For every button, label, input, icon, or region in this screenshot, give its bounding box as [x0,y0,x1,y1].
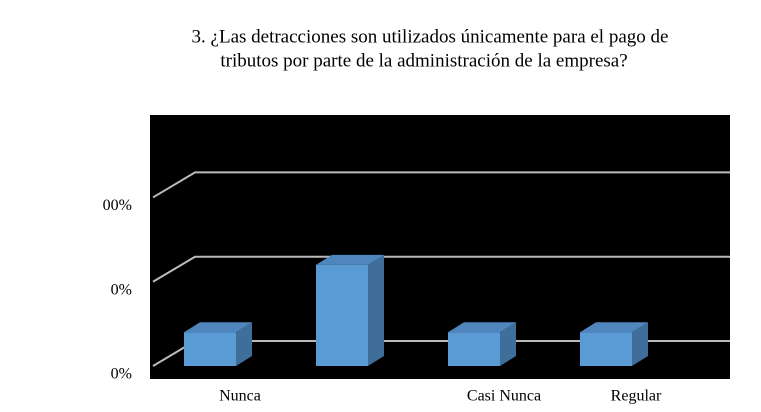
y-tick-label: 0% [111,281,132,298]
bar-side [236,322,252,366]
y-tick-label: 00% [103,197,132,214]
bar-front [580,332,632,366]
chart-subtitle: tributos por parte de la administración … [220,50,627,71]
bar-top [580,322,648,333]
grid-line [152,171,730,199]
bar-top [316,254,384,265]
grid-line [152,255,730,283]
bar-front [316,264,368,366]
x-tick-label: Regular [611,388,662,405]
chart-title: 3. ¿Las detracciones son utilizados únic… [192,26,669,47]
bar [316,254,384,366]
bar-top [184,322,252,333]
bar-top [448,322,516,333]
bar-side [500,322,516,366]
bar [580,322,648,366]
bar-side [368,254,384,366]
bar-front [448,332,500,366]
x-tick-label: Nunca [219,388,261,405]
x-tick-label: Casi Nunca [467,388,541,405]
bar-side [632,322,648,366]
bar [448,322,516,366]
y-tick-label: 0% [111,366,132,383]
bar-front [184,332,236,366]
bar [184,322,252,366]
